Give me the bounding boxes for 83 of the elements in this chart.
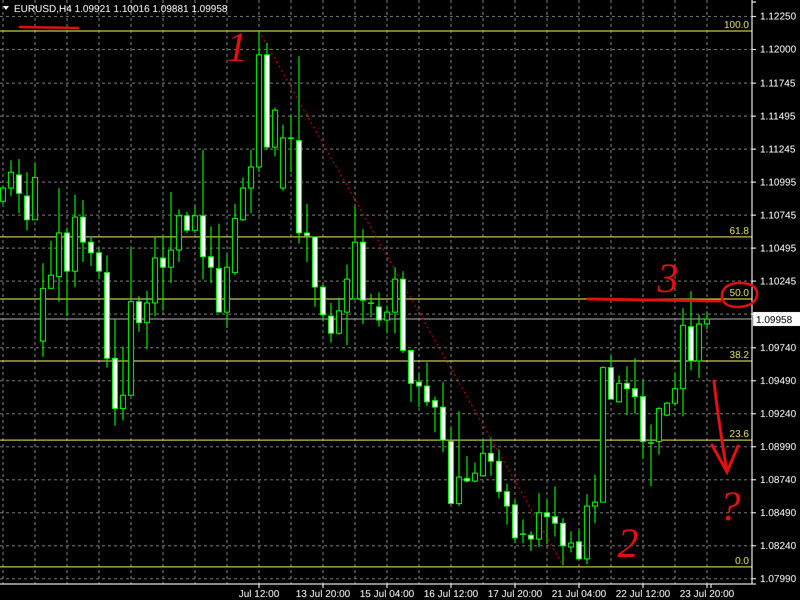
candlestick — [632, 358, 638, 414]
y-tick-label: 1.09490 — [760, 376, 797, 387]
y-tick-label: 1.11245 — [760, 144, 796, 156]
candlestick — [488, 437, 494, 476]
candlestick — [336, 297, 342, 336]
candlestick — [624, 366, 630, 416]
x-tick-label: Jul 12:00 — [238, 589, 280, 600]
annotation: 61.8 — [730, 226, 750, 237]
candlestick — [96, 246, 102, 280]
candlestick — [160, 235, 166, 312]
candlestick — [472, 462, 478, 483]
annotation: 3 — [656, 256, 678, 302]
candlestick — [704, 310, 710, 330]
candlestick — [384, 305, 390, 334]
x-tick-label: 23 Jul 20:00 — [680, 589, 735, 600]
annotation: 100.0 — [724, 20, 750, 32]
candlestick — [568, 530, 574, 553]
annotation: 38.2 — [730, 350, 750, 361]
candlestick — [552, 486, 558, 537]
candlestick — [8, 160, 14, 196]
x-tick-label: 16 Jul 12:00 — [424, 589, 479, 600]
y-tick-label: 1.12000 — [760, 44, 797, 56]
y-tick-label: 1.08490 — [760, 508, 797, 519]
chart-title: EURUSD,H4 1.09921 1.10016 1.09881 1.09958 — [14, 4, 228, 15]
y-tick-label: 1.08990 — [760, 442, 797, 453]
y-tick-label: 1.07990 — [760, 574, 797, 585]
candlestick — [16, 158, 22, 214]
candlestick — [376, 292, 382, 328]
candlestick — [144, 290, 150, 350]
candlestick — [528, 530, 534, 552]
text: ? — [720, 484, 740, 530]
y-tick-label: 1.10995 — [760, 177, 797, 188]
candlestick — [544, 499, 550, 545]
ref-line-label: 1.09958 — [756, 315, 793, 326]
candlestick — [616, 374, 622, 402]
candlestick — [520, 518, 526, 544]
candlestick — [328, 302, 334, 343]
candlestick — [368, 293, 374, 318]
y-tick-label: 1.11745 — [760, 78, 796, 90]
x-tick-label: 17 Jul 20:00 — [488, 589, 543, 600]
candlestick — [576, 529, 582, 561]
y-tick-label: 1.10245 — [760, 276, 797, 288]
annotation: 23.6 — [730, 429, 750, 440]
candlestick — [120, 346, 126, 421]
y-tick-label: 1.09740 — [760, 342, 797, 354]
candlestick — [432, 396, 438, 433]
candlestick — [664, 401, 670, 417]
candlestick — [504, 483, 510, 526]
candlestick — [208, 226, 214, 284]
candlestick — [192, 206, 198, 234]
y-tick-label: 1.08740 — [760, 474, 797, 486]
y-tick-label: 1.10745 — [760, 210, 797, 222]
candlestick — [184, 211, 190, 234]
candlestick — [248, 149, 254, 214]
candlestick — [0, 184, 6, 204]
candlestick — [304, 203, 310, 262]
y-tick-label: 1.12250 — [760, 12, 797, 23]
candlestick — [48, 240, 54, 289]
annotation: 2 — [618, 520, 638, 567]
candlestick — [464, 455, 470, 483]
candlestick — [416, 374, 422, 408]
annotation: 0.0 — [735, 556, 750, 567]
candlestick — [288, 114, 294, 173]
x-tick-label: 15 Jul 04:00 — [360, 589, 415, 600]
annotation: 1 — [226, 25, 248, 72]
candlestick — [24, 172, 30, 231]
candlestick — [168, 192, 174, 284]
candlestick — [480, 440, 486, 476]
candlestick — [648, 424, 654, 487]
y-tick-label: 1.11495 — [760, 111, 796, 122]
candlestick — [560, 518, 566, 566]
candlestick — [136, 296, 142, 332]
x-tick-label: 22 Jul 12:00 — [616, 589, 671, 600]
y-tick-label: 1.10495 — [760, 243, 797, 254]
y-tick-label: 1.09240 — [760, 408, 797, 420]
candlestick — [592, 474, 598, 524]
candlestick — [672, 372, 678, 406]
candlestick — [88, 236, 94, 266]
x-tick-label: 21 Jul 04:00 — [552, 589, 607, 600]
candlestick — [424, 362, 430, 406]
annotation: 50.0 — [730, 288, 750, 299]
x-tick-label: 13 Jul 20:00 — [296, 589, 351, 600]
y-tick-label: 1.08240 — [760, 540, 797, 552]
